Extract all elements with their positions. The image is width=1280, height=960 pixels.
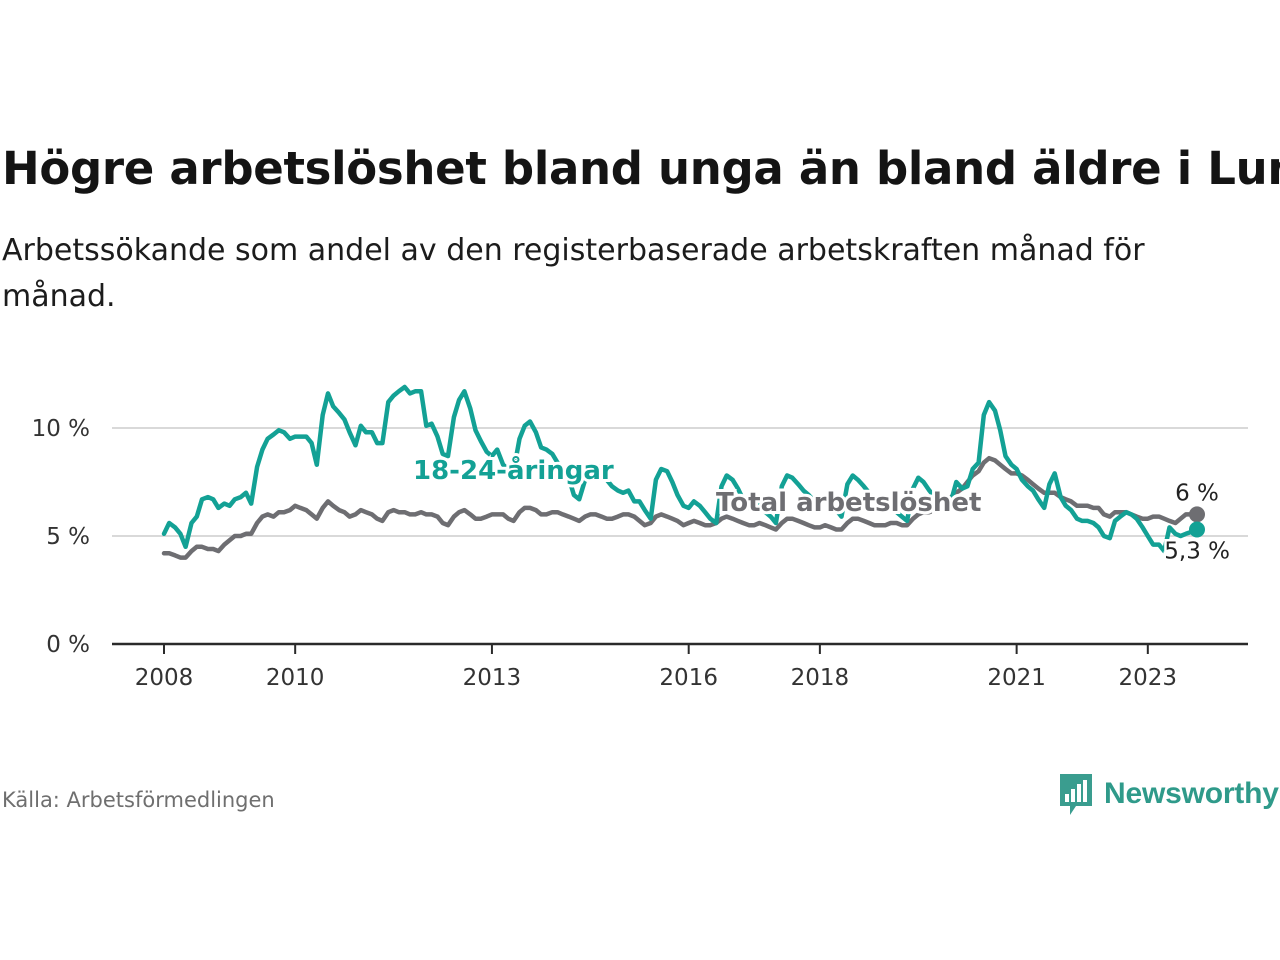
x-tick-label: 2023 [1119, 665, 1178, 691]
series-label-total: Total arbetslöshet [716, 488, 981, 518]
page-title: Högre arbetslöshet bland unga än bland ä… [2, 142, 1280, 195]
x-tick-label: 2016 [659, 665, 718, 691]
line-chart: 0 % 5 % 10 % 2008 2010 2013 2016 2018 2021 2023 18… [32, 384, 1248, 691]
x-tick-label: 2010 [266, 665, 325, 691]
x-tick-label: 2008 [135, 665, 194, 691]
end-value-label-youth: 5,3 % [1164, 539, 1230, 565]
series-end-point [1189, 506, 1205, 523]
series-line-youth [161, 384, 1200, 554]
x-tick-label: 2013 [463, 665, 522, 691]
series-line-total [161, 455, 1200, 560]
brand-name: Newsworthy [1104, 777, 1279, 810]
y-tick-label: 5 % [46, 524, 90, 550]
bar-chart-speech-bubble-icon [1060, 774, 1092, 815]
x-tick-label: 2018 [791, 665, 850, 691]
series-end-point [1189, 521, 1205, 538]
brand-logo: Newsworthy [1058, 772, 1279, 816]
y-tick-label: 10 % [32, 416, 90, 442]
end-value-label-total: 6 % [1175, 480, 1219, 506]
source-note: Källa: Arbetsförmedlingen [2, 788, 275, 812]
y-tick-label: 0 % [46, 632, 90, 658]
series-label-youth: 18-24-åringar [413, 454, 614, 486]
page-subtitle: Arbetssökande som andel av den registerb… [2, 233, 1145, 314]
x-tick-label: 2021 [987, 665, 1046, 691]
